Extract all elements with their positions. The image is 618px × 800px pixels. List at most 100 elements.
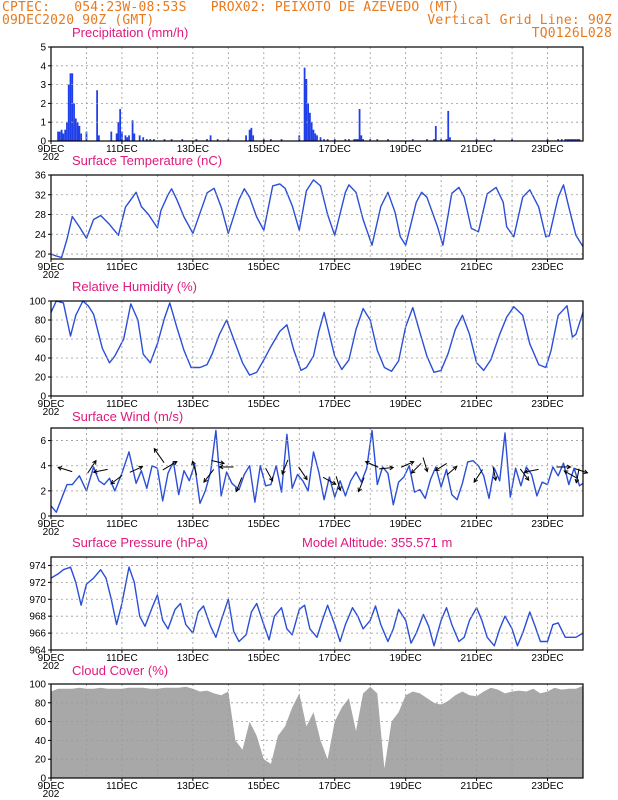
header-code: TQ0126L028 <box>531 26 612 41</box>
precip-bar <box>307 103 310 141</box>
wind-arrow-shaft <box>58 466 73 473</box>
wind-arrow-shaft <box>519 468 530 481</box>
panel-title-rh: Relative Humidity (%) <box>72 279 197 294</box>
x-tick-label: 11DEC <box>106 519 138 530</box>
x-tick-label: 21DEC <box>460 144 492 155</box>
wind-arrow <box>422 457 429 473</box>
panel-title-pres: Surface Pressure (hPa) <box>72 535 208 550</box>
wind-arrow-shaft <box>129 466 143 473</box>
wind-arrow-head <box>110 479 116 485</box>
wind-arrow <box>211 460 226 465</box>
wind-arrow-head <box>452 465 458 471</box>
wind-arrow-shaft <box>110 474 123 485</box>
precip-bar <box>142 137 145 141</box>
y-tick-label: 80 <box>35 316 47 327</box>
precip-bar <box>360 135 363 141</box>
precip-bar <box>376 139 379 141</box>
wind-arrow-shaft <box>335 476 341 491</box>
precip-bar <box>250 127 253 141</box>
x-year-label: 202 <box>43 152 60 163</box>
precip-bar <box>149 139 152 141</box>
wind-arrow-shaft <box>492 466 497 481</box>
precip-bar <box>475 139 478 141</box>
precip-bar <box>126 137 129 141</box>
x-tick-label: 15DEC <box>248 144 280 155</box>
y-tick-label: 0 <box>40 137 46 148</box>
panel-frame-rh <box>50 300 584 397</box>
wind-arrow-shaft <box>411 462 422 474</box>
header-line1: CPTEC: 054:23W-08:53S PROX02: PEIXOTO DE… <box>2 0 460 15</box>
wind-arrow-shaft <box>575 468 580 483</box>
x-tick-label: 13DEC <box>177 262 209 273</box>
x-tick-label: 15DEC <box>248 399 280 410</box>
precip-bar <box>209 135 212 141</box>
precip-bar <box>270 139 272 141</box>
precip-bar <box>326 139 329 141</box>
y-tick-label: 36 <box>35 171 47 182</box>
x-tick-label: 13DEC <box>177 653 209 664</box>
panel-title-temp: Surface Temperature (nC) <box>72 153 222 168</box>
wind-arrow-shaft <box>400 461 414 468</box>
wind-arrow <box>265 467 274 482</box>
wind-arrow-head <box>566 464 572 470</box>
series-line-rh <box>50 300 584 376</box>
panel-wind: Surface Wind (m/s) 0 2 4 6 9DEC 11DEC 13DEC 15DE… <box>38 409 589 538</box>
precip-bar <box>76 122 79 141</box>
wind-arrow-head <box>409 460 415 466</box>
wind-arrow <box>235 477 243 493</box>
precip-bar <box>567 139 570 141</box>
wind-arrow-shaft <box>235 477 243 492</box>
wind-arrow <box>556 464 572 470</box>
y-tick-label: 100 <box>29 680 46 691</box>
cloud-cover-area <box>51 685 583 778</box>
wind-arrow-head <box>57 466 63 471</box>
panel-frame-cloud <box>50 683 584 779</box>
wind-arrow-shaft <box>358 477 365 492</box>
x-tick-label: 23DEC <box>531 653 563 664</box>
header-line2: 09DEC2020 90Z (GMT) <box>2 13 155 28</box>
precip-bar <box>314 133 317 141</box>
precip-bar <box>369 139 372 141</box>
y-tick-label: 970 <box>29 595 46 606</box>
wind-arrow <box>410 462 422 474</box>
x-tick-label: 21DEC <box>460 519 492 530</box>
y-tick-label: 964 <box>29 646 46 657</box>
y-tick-label: 974 <box>29 561 46 572</box>
precip-bar <box>323 139 325 141</box>
x-tick-label: 13DEC <box>177 519 209 530</box>
wind-arrow <box>87 459 97 474</box>
precip-bar <box>571 139 574 141</box>
precip-bar <box>566 139 568 141</box>
precip-bar <box>362 139 364 141</box>
precip-bar <box>310 122 313 141</box>
x-tick-label: 9DEC <box>38 781 65 792</box>
precip-bar <box>152 139 155 141</box>
precip-bar <box>355 139 357 141</box>
wind-arrow-head <box>574 478 580 484</box>
precip-bar <box>348 139 350 141</box>
precip-bar <box>433 139 435 141</box>
precip-bar <box>133 133 136 141</box>
precip-bar <box>73 103 75 141</box>
wind-arrow-shaft <box>298 466 308 480</box>
precip-bar <box>511 139 513 141</box>
wind-arrow-head <box>172 460 178 466</box>
y-tick-label: 6 <box>40 436 46 447</box>
wind-arrow <box>57 466 73 473</box>
wind-arrow <box>473 469 483 483</box>
precip-bar <box>69 73 72 141</box>
x-tick-label: 17DEC <box>319 519 351 530</box>
wind-arrow <box>335 476 342 492</box>
wind-arrow-head <box>92 469 98 474</box>
precip-bar <box>60 129 63 141</box>
panel-title-cloud: Cloud Cover (%) <box>72 663 168 678</box>
y-tick-label: 40 <box>35 736 47 747</box>
wind-arrow-shaft <box>446 466 457 476</box>
panel-title-wind: Surface Wind (m/s) <box>72 409 183 424</box>
x-tick-label: 21DEC <box>460 399 492 410</box>
x-tick-label: 23DEC <box>531 519 563 530</box>
wind-arrow-head <box>563 470 569 475</box>
precip-bar <box>434 125 437 141</box>
y-tick-label: 32 <box>35 190 47 201</box>
